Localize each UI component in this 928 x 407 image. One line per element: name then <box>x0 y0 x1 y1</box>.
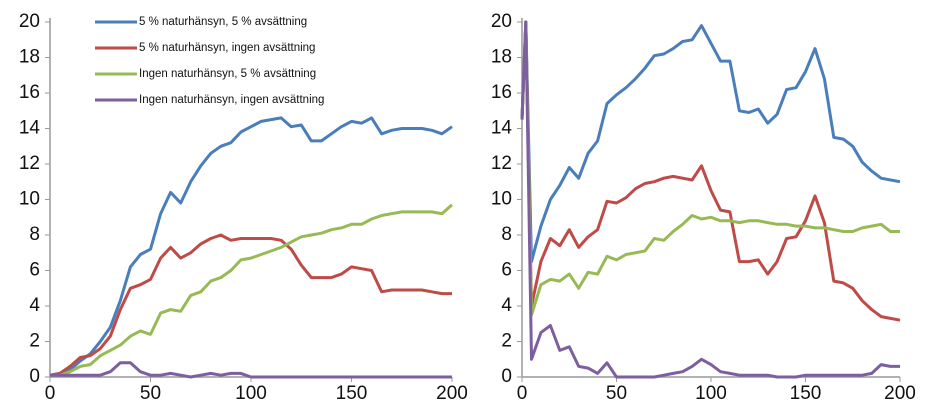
y-tick-label: 18 <box>19 47 40 68</box>
legend-label: 5 % naturhänsyn, ingen avsättning <box>139 42 315 54</box>
y-tick-label: 14 <box>19 118 41 139</box>
legend-label: Ingen naturhänsyn, 5 % avsättning <box>139 68 316 80</box>
x-tick-label: 100 <box>695 383 727 404</box>
y-tick-label: 20 <box>491 11 512 32</box>
y-tick-label: 20 <box>19 11 40 32</box>
y-tick-label: 12 <box>491 153 512 174</box>
y-tick-label: 14 <box>491 118 513 139</box>
x-tick-label: 0 <box>517 383 528 404</box>
x-tick-label: 200 <box>884 383 916 404</box>
x-tick-label: 0 <box>45 383 56 404</box>
x-tick-label: 150 <box>790 383 822 404</box>
y-tick-label: 10 <box>19 189 40 210</box>
y-tick-label: 0 <box>501 366 512 387</box>
y-tick-label: 2 <box>501 331 512 352</box>
y-tick-label: 0 <box>29 366 40 387</box>
legend-label: 5 % naturhänsyn, 5 % avsättning <box>139 16 307 28</box>
series-line <box>520 20 900 379</box>
y-tick-label: 2 <box>29 331 40 352</box>
series-line <box>49 116 453 377</box>
y-tick-label: 8 <box>29 224 40 245</box>
y-tick-label: 4 <box>29 295 40 316</box>
x-tick-label: 50 <box>140 383 161 404</box>
series-line <box>50 203 453 377</box>
series-line <box>50 361 452 379</box>
y-tick-label: 16 <box>491 82 512 103</box>
x-tick-label: 100 <box>235 383 267 404</box>
y-tick-label: 18 <box>491 47 512 68</box>
legend-label: Ingen naturhänsyn, ingen avsättning <box>139 94 324 106</box>
series-line <box>49 233 452 377</box>
y-tick-label: 16 <box>19 82 40 103</box>
y-tick-label: 6 <box>29 260 40 281</box>
y-tick-label: 6 <box>501 260 512 281</box>
series-line <box>520 20 901 264</box>
y-tick-label: 12 <box>19 153 40 174</box>
y-tick-label: 8 <box>501 224 512 245</box>
x-tick-label: 50 <box>606 383 627 404</box>
x-tick-label: 200 <box>436 383 468 404</box>
y-tick-label: 10 <box>491 189 512 210</box>
x-tick-label: 150 <box>336 383 368 404</box>
y-tick-label: 4 <box>501 295 512 316</box>
series-line <box>520 20 901 322</box>
series-line <box>520 20 900 317</box>
